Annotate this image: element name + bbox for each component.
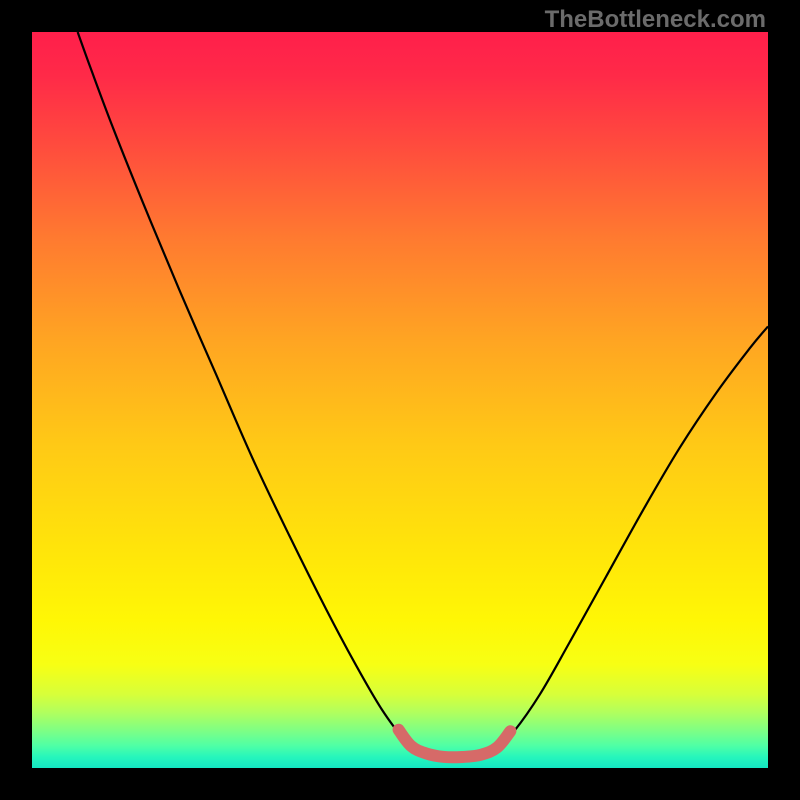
watermark-text: TheBottleneck.com [545,6,766,34]
bottleneck-curve [78,32,768,760]
chart-svg [32,32,768,768]
valley-highlight [399,730,511,758]
plot-area [32,32,768,768]
chart-frame: TheBottleneck.com [0,0,800,800]
